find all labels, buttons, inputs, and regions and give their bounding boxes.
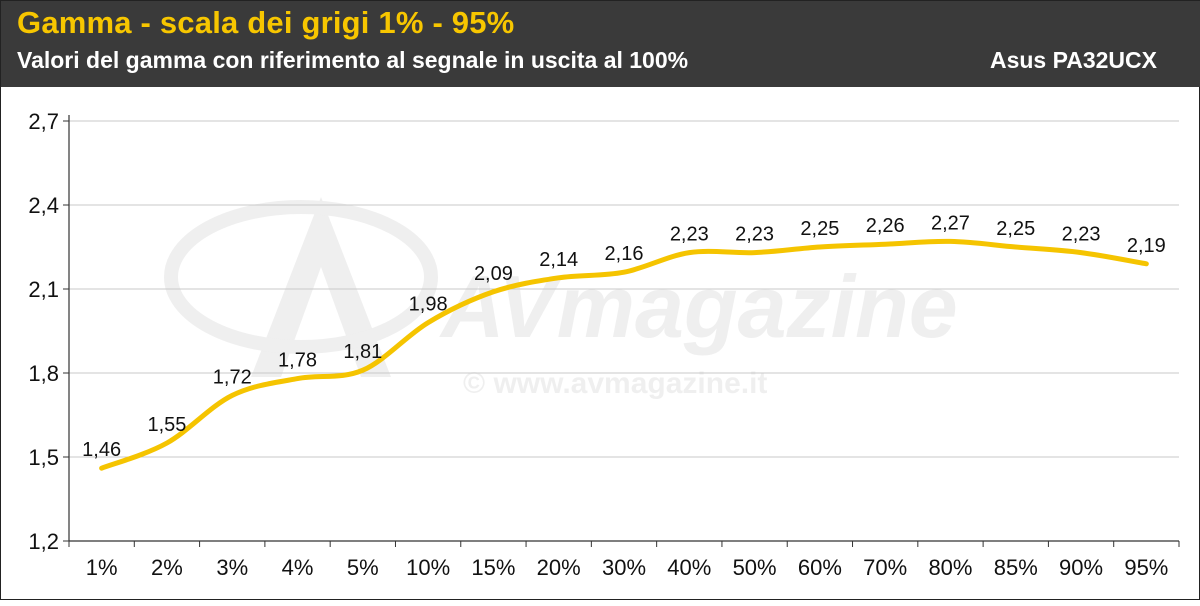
x-tick-label: 40% — [667, 555, 711, 580]
x-tick-label: 15% — [471, 555, 515, 580]
series-line-gamma — [99, 238, 1149, 471]
watermark-brand: AVmagazine — [439, 257, 958, 356]
axes — [68, 115, 1179, 542]
x-tick-label: 95% — [1124, 555, 1168, 580]
y-tick-label: 1,2 — [28, 529, 59, 554]
y-tick-label: 1,8 — [28, 361, 59, 386]
x-tick-label: 90% — [1059, 555, 1103, 580]
data-label: 2,23 — [670, 224, 709, 246]
x-tick-label: 3% — [216, 555, 248, 580]
data-label: 1,98 — [409, 294, 448, 316]
watermark-logo-ring — [164, 200, 438, 354]
data-label: 2,25 — [996, 218, 1035, 240]
watermark-url: © www.avmagazine.it — [463, 367, 767, 400]
x-tick-label: 4% — [282, 555, 314, 580]
x-tick-label: 50% — [733, 555, 777, 580]
data-label: 1,81 — [343, 341, 382, 363]
data-label: 2,25 — [800, 218, 839, 240]
chart-title: Gamma - scala dei grigi 1% - 95% — [17, 5, 515, 40]
y-tick-label: 2,7 — [28, 109, 59, 134]
y-tick-label: 2,1 — [28, 277, 59, 302]
data-label: 2,26 — [866, 215, 905, 237]
data-label: 1,78 — [278, 350, 317, 372]
data-label: 1,55 — [147, 414, 186, 436]
y-tick-label: 2,4 — [28, 193, 59, 218]
data-label: 2,14 — [539, 249, 578, 271]
data-label: 1,46 — [82, 439, 121, 461]
x-axis-ticks: 1% 2% 3% 4% 5% 10% 15% 20% 30% 40% 50% 60% 70% 80% 85%… — [68, 541, 1180, 580]
data-label: 2,23 — [735, 224, 774, 246]
y-tick-label: 1,5 — [28, 445, 59, 470]
gamma-line-chart: AVmagazine © www.avmagazine.it 1,2 1,5 1,8… — [28, 109, 1180, 580]
x-tick-label: 60% — [798, 555, 842, 580]
watermark-logo-shape — [251, 197, 391, 377]
chart-subtitle: Valori del gamma con riferimento al segn… — [17, 47, 689, 73]
data-label: 2,27 — [931, 212, 970, 234]
data-labels: 1,46 1,55 1,72 1,78 1,81 1,98 2,09 2,14 2,16 2,23… — [82, 212, 1166, 461]
data-label: 2,16 — [605, 243, 644, 265]
x-tick-label: 5% — [347, 555, 379, 580]
data-label: 2,09 — [474, 263, 513, 285]
y-axis-ticks: 1,2 1,5 1,8 2,1 2,4 2,7 — [28, 109, 69, 554]
data-label: 2,23 — [1062, 224, 1101, 246]
x-tick-label: 70% — [863, 555, 907, 580]
x-tick-label: 30% — [602, 555, 646, 580]
x-tick-label: 1% — [86, 555, 118, 580]
x-tick-label: 20% — [537, 555, 581, 580]
device-name: Asus PA32UCX — [989, 47, 1157, 73]
plot-area: AVmagazine © www.avmagazine.it 1,2 1,5 1,8… — [1, 87, 1200, 601]
data-label: 2,19 — [1127, 235, 1166, 257]
x-tick-label: 10% — [406, 555, 450, 580]
chart-header: Gamma - scala dei grigi 1% - 95% Valori … — [1, 1, 1200, 87]
x-tick-label: 85% — [994, 555, 1038, 580]
x-tick-label: 2% — [151, 555, 183, 580]
x-tick-label: 80% — [928, 555, 972, 580]
data-label: 1,72 — [213, 366, 252, 388]
grid-lines — [69, 120, 1179, 458]
